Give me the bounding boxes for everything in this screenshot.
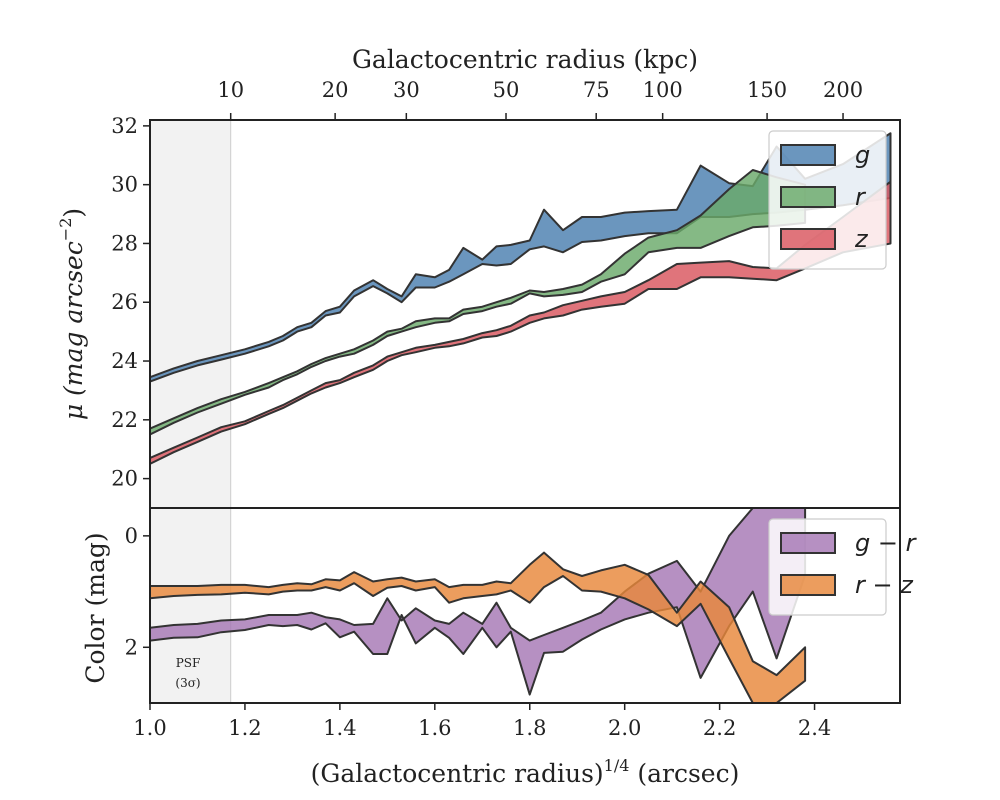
- y-axis-label-top: μ (mag arcsec−2): [56, 208, 88, 420]
- top-tick-label-5: 100: [643, 78, 683, 102]
- top-psf-region: [150, 120, 231, 508]
- bottom-ytick-label-0: 0: [125, 524, 138, 548]
- xtick-label-1: 1.2: [228, 716, 261, 740]
- top-band-2: [150, 180, 892, 465]
- bottom-legend-label-1: r − z: [855, 571, 914, 599]
- surface-brightness-panel: 20 22 24 26 28 30 32 10 20 30 50 75 100 150 200 grz: [111, 78, 901, 509]
- top-legend-swatch-0: [780, 144, 836, 166]
- top-ytick-label-2: 24: [111, 349, 138, 373]
- top-tick-label-3: 50: [493, 78, 520, 102]
- xtick-label-6: 2.2: [703, 716, 736, 740]
- top-band-0: [150, 132, 892, 383]
- bottom-legend-swatch-1: [780, 574, 836, 596]
- top-legend-label-0: g: [855, 141, 870, 169]
- y-axis-label-bottom: Color (mag): [81, 532, 110, 683]
- xtick-label-4: 1.8: [513, 716, 546, 740]
- xtick-label-5: 2.0: [608, 716, 641, 740]
- top-tick-label-7: 200: [823, 78, 863, 102]
- top-tick-label-2: 30: [393, 78, 420, 102]
- top-ytick-label-5: 30: [111, 173, 138, 197]
- top-band-1: [150, 169, 807, 436]
- bottom-legend-swatch-0: [780, 532, 836, 554]
- top-tick-label-6: 150: [747, 78, 787, 102]
- top-legend-label-2: z: [854, 225, 869, 253]
- top-ytick-label-4: 28: [111, 231, 138, 255]
- psf-annotation-line-1: PSF: [176, 656, 201, 670]
- top-ytick-label-0: 20: [111, 467, 138, 491]
- bottom-band-1: [150, 551, 807, 703]
- bottom-legend-label-0: g − r: [855, 529, 918, 557]
- bottom-ytick-label-1: 2: [125, 635, 138, 659]
- top-legend-label-1: r: [855, 183, 867, 211]
- xtick-label-3: 1.6: [418, 716, 451, 740]
- top-tick-label-1: 20: [322, 78, 349, 102]
- psf-annotation-line-2: (3σ): [175, 676, 200, 690]
- bottom-legend: g − r r − z: [768, 518, 918, 616]
- bottom-bands: [150, 508, 807, 703]
- top-legend-swatch-1: [780, 186, 836, 208]
- top-tick-label-0: 10: [217, 78, 244, 102]
- x-axis-label: (Galactocentric radius)1/4 (arcsec): [311, 756, 740, 788]
- top-legend-swatch-2: [780, 228, 836, 250]
- xtick-label-7: 2.4: [798, 716, 831, 740]
- top-ytick-label-1: 22: [111, 408, 138, 432]
- xtick-label-0: 1.0: [133, 716, 166, 740]
- bottom-frame: [149, 507, 901, 704]
- color-panel: 0 2 1.0 1.2 1.4 1.6 1.8 2.0 2.2 2.4 PSF (3σ) g − r r …: [125, 507, 918, 740]
- top-legend: grz: [768, 130, 887, 270]
- top-tick-label-4: 75: [583, 78, 610, 102]
- top-ytick-label-3: 26: [111, 290, 138, 314]
- top-axis-label: Galactocentric radius (kpc): [352, 45, 698, 74]
- bottom-psf-region: [150, 508, 231, 703]
- top-ytick-label-6: 32: [111, 114, 138, 138]
- bottom-band-0: [150, 508, 807, 696]
- axis-labels: Galactocentric radius (kpc) (Galactocent…: [56, 45, 739, 788]
- xtick-label-2: 1.4: [323, 716, 356, 740]
